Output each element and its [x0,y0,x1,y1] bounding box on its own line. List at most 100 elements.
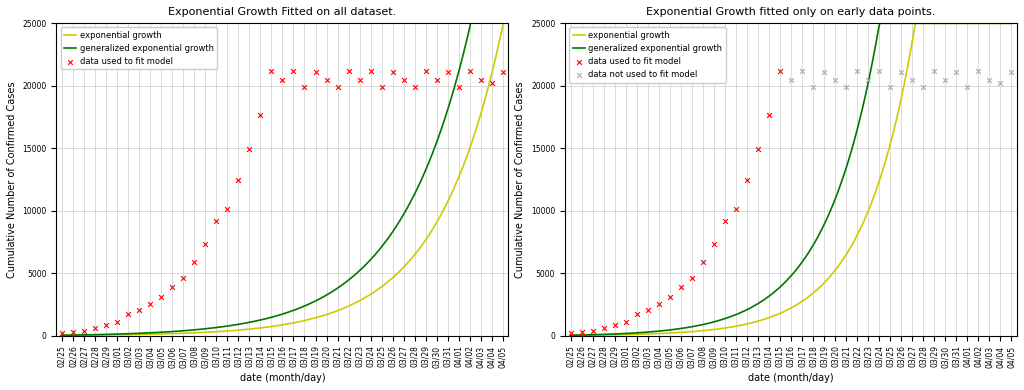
generalized exponential growth [295,305,307,310]
data used to fit model [750,146,766,152]
exponential growth [268,324,281,328]
data used to fit model [65,329,81,335]
exponential growth [497,23,509,27]
data used to fit model [585,328,601,334]
data not used to fit model [782,77,799,83]
data used to fit model [673,284,689,291]
exponential growth [1006,21,1018,26]
data used to fit model [717,218,733,224]
exponential growth [776,310,788,315]
generalized exponential growth [803,250,815,254]
data used to fit model [274,77,291,83]
data used to fit model [473,77,489,83]
data not used to fit model [794,68,810,74]
data used to fit model [351,77,368,83]
Title: Exponential Growth fitted only on early data points.: Exponential Growth fitted only on early … [646,7,936,17]
data not used to fit model [937,77,953,83]
data used to fit model [395,77,412,83]
exponential growth [265,324,278,329]
Legend: exponential growth, generalized exponential growth, data used to fit model, data: exponential growth, generalized exponent… [569,27,726,83]
data used to fit model [362,68,379,74]
data not used to fit model [926,68,942,74]
Y-axis label: Cumulative Number of Confirmed Cases: Cumulative Number of Confirmed Cases [7,81,17,278]
data used to fit model [175,275,191,281]
data not used to fit model [860,77,877,83]
exponential growth [927,21,939,26]
data used to fit model [650,301,667,307]
data used to fit model [219,206,236,212]
data not used to fit model [948,69,965,76]
Y-axis label: Cumulative Number of Confirmed Cases: Cumulative Number of Confirmed Cases [515,81,525,278]
exponential growth [910,21,923,26]
data used to fit model [451,84,467,90]
data not used to fit model [959,84,976,90]
data used to fit model [242,146,258,152]
data not used to fit model [849,68,865,74]
data used to fit model [429,77,445,83]
data used to fit model [728,206,744,212]
data not used to fit model [805,84,821,90]
data used to fit model [142,301,159,307]
exponential growth [318,313,331,317]
generalized exponential growth [268,314,281,319]
data used to fit model [318,77,335,83]
data used to fit model [738,177,755,183]
exponential growth [995,21,1008,26]
data used to fit model [629,311,645,317]
data used to fit model [98,321,115,328]
data used to fit model [186,259,203,265]
data used to fit model [330,84,346,90]
data used to fit model [495,69,511,76]
data used to fit model [76,328,92,334]
data used to fit model [153,294,169,300]
data used to fit model [662,294,678,300]
exponential growth [803,294,815,299]
data used to fit model [462,68,478,74]
generalized exponential growth [826,202,839,207]
data used to fit model [694,259,711,265]
data not used to fit model [970,68,986,74]
data not used to fit model [992,80,1009,86]
generalized exponential growth [564,333,577,338]
data used to fit model [418,68,434,74]
data used to fit model [617,319,634,325]
data used to fit model [307,69,324,76]
data not used to fit model [1004,69,1020,76]
data not used to fit model [981,77,997,83]
data used to fit model [684,275,700,281]
data used to fit model [164,284,180,291]
exponential growth [774,311,786,316]
generalized exponential growth [318,294,331,299]
Line: exponential growth: exponential growth [62,25,503,335]
data not used to fit model [893,69,909,76]
Title: Exponential Growth Fitted on all dataset.: Exponential Growth Fitted on all dataset… [168,7,396,17]
data used to fit model [374,84,390,90]
Line: exponential growth: exponential growth [570,23,1012,335]
data used to fit model [120,311,136,317]
generalized exponential growth [776,282,788,287]
data used to fit model [286,68,302,74]
data used to fit model [407,84,423,90]
generalized exponential growth [265,315,278,320]
X-axis label: date (month/day): date (month/day) [749,373,834,383]
data not used to fit model [826,77,843,83]
Line: generalized exponential growth: generalized exponential growth [570,23,1012,335]
data used to fit model [606,321,623,328]
data used to fit model [384,69,400,76]
data not used to fit model [816,69,833,76]
data not used to fit model [904,77,921,83]
data used to fit model [639,307,655,313]
generalized exponential growth [774,285,786,289]
exponential growth [564,333,577,338]
data used to fit model [483,80,500,86]
data not used to fit model [871,68,888,74]
generalized exponential growth [927,21,939,26]
data used to fit model [340,68,356,74]
generalized exponential growth [1006,21,1018,26]
generalized exponential growth [995,21,1008,26]
data used to fit model [573,329,590,335]
data used to fit model [197,240,213,246]
Legend: exponential growth, generalized exponential growth, data used to fit model: exponential growth, generalized exponent… [60,27,217,69]
exponential growth [826,271,839,275]
data used to fit model [208,218,224,224]
